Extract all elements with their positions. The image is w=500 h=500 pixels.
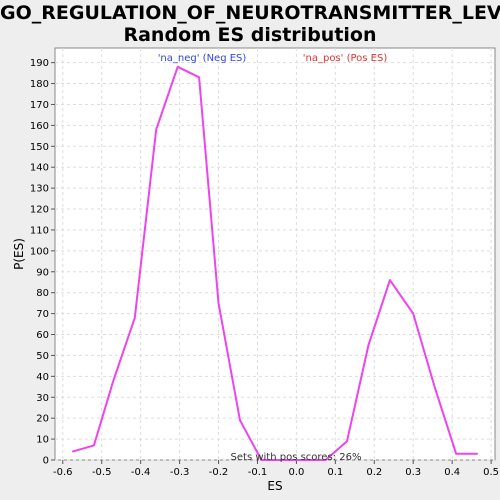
x-tick-label: 0.5: [483, 467, 499, 478]
data-point: [260, 459, 262, 461]
x-tick-label: 0.4: [444, 467, 460, 478]
legend-na-pos: 'na_pos' (Pos ES): [303, 53, 388, 64]
y-tick-label: 150: [30, 142, 49, 153]
x-tick-label: -0.1: [248, 467, 268, 478]
grid-lines: [55, 48, 495, 461]
series-layer: [71, 65, 479, 461]
x-tick-label: 0.1: [327, 467, 343, 478]
y-tick-label: 30: [36, 393, 49, 404]
y-axis-label: P(ES): [12, 238, 26, 270]
data-point: [93, 444, 95, 446]
y-tick-label: 50: [36, 351, 49, 362]
x-tick-label: -0.5: [92, 467, 112, 478]
data-point: [325, 459, 327, 461]
y-tick-label: 70: [36, 309, 49, 320]
data-point: [389, 279, 391, 281]
chart-title-line1: GO_REGULATION_OF_NEUROTRANSMITTER_LEVELS…: [0, 2, 500, 24]
data-point: [367, 344, 370, 346]
x-tick-label: 0.0: [288, 467, 304, 478]
plot-background: [54, 47, 496, 461]
data-point: [198, 76, 200, 78]
y-tick-label: 40: [36, 372, 49, 383]
y-tick-label: 20: [36, 414, 49, 425]
y-tick-label: 100: [30, 246, 49, 257]
x-tick-label: -0.4: [131, 467, 151, 478]
x-tick-label: -0.6: [53, 467, 73, 478]
data-point: [476, 453, 479, 455]
data-point: [134, 317, 136, 319]
x-tick-label: 0.2: [366, 467, 382, 478]
data-point: [217, 302, 220, 304]
y-tick-label: 120: [30, 205, 49, 216]
y-tick-label: 190: [30, 58, 49, 69]
y-tick-label: 10: [36, 435, 49, 446]
x-axis: -0.6 -0.5 -0.4 -0.3 -0.2 -0.1 0.0 0.1 0.2 0.3 0.4 0…: [53, 460, 499, 478]
y-axis: 0 10 20 30 40 50 60 70 80 90 100 110 120 130 140 150 160…: [30, 58, 55, 467]
x-axis-label: ES: [267, 479, 282, 493]
y-tick-label: 60: [36, 330, 49, 341]
data-point: [303, 459, 305, 461]
x-tick-label: -0.3: [170, 467, 190, 478]
data-point: [434, 386, 436, 388]
data-point: [112, 379, 115, 382]
x-tick-label: 0.3: [405, 467, 421, 478]
x-tick-label: -0.2: [209, 467, 229, 478]
data-point: [346, 440, 348, 442]
y-tick-label: 140: [30, 163, 49, 174]
data-point: [155, 128, 157, 131]
y-tick-label: 130: [30, 184, 49, 195]
y-tick-label: 180: [30, 79, 49, 90]
y-tick-label: 160: [30, 121, 49, 132]
y-tick-label: 0: [43, 456, 49, 467]
legend-na-neg: 'na_neg' (Neg ES): [158, 53, 247, 64]
chart-title-line2: Random ES distribution: [123, 24, 377, 46]
y-tick-label: 80: [36, 288, 49, 299]
data-point: [71, 451, 74, 453]
data-point: [455, 453, 457, 455]
data-point: [282, 459, 284, 461]
y-tick-label: 90: [36, 267, 49, 278]
pos-scores-annotation: Sets with pos scores: 26%: [231, 452, 362, 463]
series-line-0: [72, 65, 478, 461]
y-tick-label: 170: [30, 100, 49, 111]
data-point: [177, 66, 179, 68]
y-tick-label: 110: [30, 225, 49, 236]
data-point: [239, 419, 241, 421]
data-point: [412, 313, 414, 315]
